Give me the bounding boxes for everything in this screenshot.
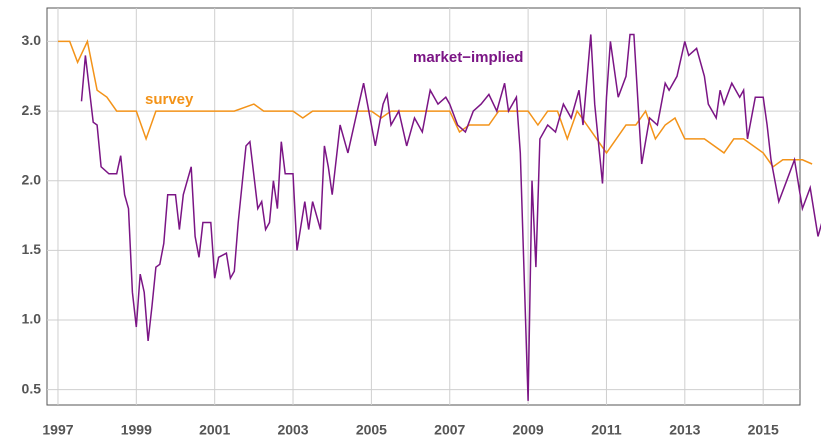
x-tick-label: 2009	[513, 422, 544, 438]
series-label: survey	[145, 91, 194, 108]
x-tick-label: 2013	[669, 422, 700, 438]
series-label: market−implied	[413, 49, 523, 66]
y-tick-label: 1.5	[22, 241, 42, 257]
y-tick-label: 2.0	[22, 171, 42, 187]
y-tick-label: 2.5	[22, 102, 42, 118]
x-tick-label: 1997	[42, 422, 73, 438]
x-tick-label: 2015	[748, 422, 779, 438]
y-tick-label: 0.5	[22, 380, 42, 396]
x-tick-label: 2007	[434, 422, 465, 438]
y-tick-label: 1.0	[22, 311, 42, 327]
y-tick-label: 3.0	[22, 32, 42, 48]
x-tick-label: 2001	[199, 422, 230, 438]
x-tick-label: 2011	[591, 422, 622, 438]
x-tick-label: 2005	[356, 422, 387, 438]
x-tick-label: 2003	[277, 422, 308, 438]
plot-frame	[46, 7, 801, 406]
x-tick-label: 1999	[121, 422, 152, 438]
line-series	[80, 33, 821, 401]
line-series	[58, 39, 813, 168]
